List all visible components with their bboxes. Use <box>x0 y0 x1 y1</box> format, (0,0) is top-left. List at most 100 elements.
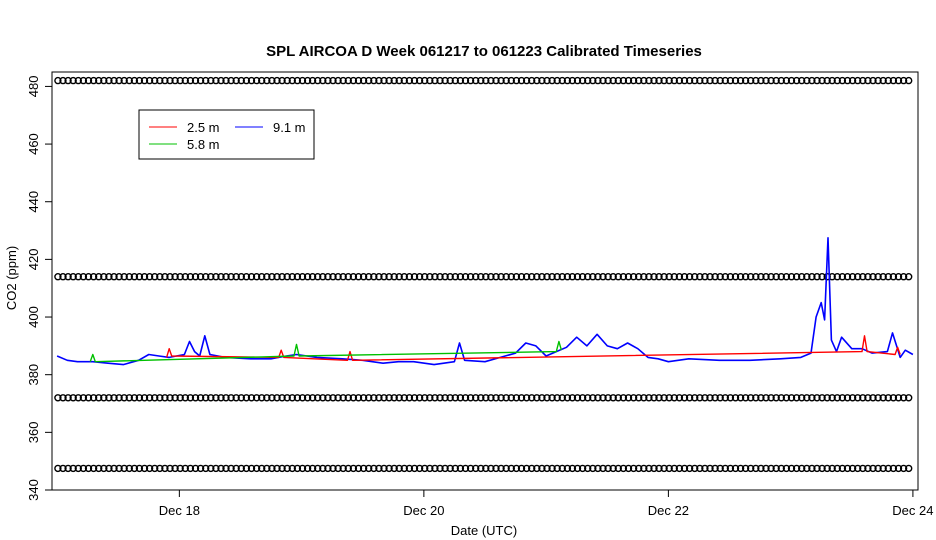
calibration-point <box>675 273 684 281</box>
calibration-point <box>731 273 740 281</box>
calibration-point <box>528 273 536 281</box>
calibration-point <box>706 394 714 402</box>
calibration-point <box>120 76 128 85</box>
calibration-point <box>222 464 230 473</box>
calibration-point <box>573 394 582 402</box>
calibration-point <box>869 464 877 473</box>
calibration-point <box>100 464 108 473</box>
calibration-point <box>145 76 154 85</box>
calibration-point <box>370 394 378 402</box>
calibration-point <box>905 76 913 85</box>
calibration-point <box>614 76 622 85</box>
calibration-point <box>487 273 495 281</box>
calibration-point <box>79 394 88 402</box>
calibration-point <box>589 76 597 85</box>
calibration-point <box>288 76 296 85</box>
calibration-point <box>624 464 633 473</box>
calibration-point <box>762 464 770 473</box>
calibration-point <box>156 76 164 85</box>
calibration-point <box>329 76 337 85</box>
calibration-point <box>691 273 699 281</box>
calibration-point <box>110 394 118 402</box>
calibration-point <box>843 273 852 281</box>
calibration-point <box>268 464 276 473</box>
calibration-point <box>762 394 770 402</box>
calibration-point <box>74 273 83 281</box>
calibration-point <box>359 394 368 402</box>
calibration-point <box>186 464 195 473</box>
calibration-point <box>558 394 566 402</box>
calibration-point <box>716 464 724 473</box>
calibration-point <box>130 76 139 85</box>
calibration-point <box>380 76 388 85</box>
calibration-point <box>135 394 144 402</box>
calibration-point <box>808 273 816 281</box>
calibration-point <box>64 76 72 85</box>
calibration-point <box>150 76 159 85</box>
calibration-point <box>665 76 673 85</box>
calibration-point <box>614 394 622 402</box>
calibration-point <box>492 464 500 473</box>
calibration-point <box>578 273 587 281</box>
calibration-point <box>283 394 291 402</box>
calibration-point <box>848 76 857 85</box>
calibration-point <box>792 394 801 402</box>
calibration-point <box>502 394 510 402</box>
calibration-point <box>436 464 444 473</box>
calibration-point <box>161 394 169 402</box>
calibration-point <box>64 394 72 402</box>
calibration-point <box>798 464 806 473</box>
calibration-point <box>543 273 551 281</box>
legend-label-5-8m: 5.8 m <box>187 137 220 152</box>
calibration-point <box>772 464 780 473</box>
calibration-point <box>451 76 459 85</box>
calibration-point <box>472 394 480 402</box>
calibration-point <box>548 464 556 473</box>
calibration-point <box>563 394 572 402</box>
calibration-point <box>864 273 872 281</box>
calibration-point <box>640 76 648 85</box>
calibration-point <box>833 273 841 281</box>
calibration-point <box>130 464 139 473</box>
calibration-point <box>884 273 892 281</box>
calibration-point <box>181 394 190 402</box>
calibration-point <box>186 273 195 281</box>
calibration-point <box>207 273 215 281</box>
calibration-point <box>507 464 515 473</box>
calibration-point <box>803 76 811 85</box>
calibration-point <box>609 464 617 473</box>
calibration-point <box>359 464 368 473</box>
calibration-point <box>726 76 735 85</box>
calibration-point <box>212 273 220 281</box>
calibration-point <box>650 464 658 473</box>
calibration-point <box>482 464 490 473</box>
calibration-point <box>650 76 658 85</box>
calibration-point <box>680 464 689 473</box>
calibration-point <box>166 464 174 473</box>
calibration-point <box>899 394 908 402</box>
calibration-point <box>792 273 801 281</box>
calibration-point <box>201 273 210 281</box>
calibration-point <box>100 273 108 281</box>
calibration-point <box>787 76 796 85</box>
calibration-point <box>558 76 566 85</box>
calibration-point <box>589 394 597 402</box>
calibration-point <box>772 76 780 85</box>
calibration-point <box>894 273 903 281</box>
calibration-point <box>502 273 510 281</box>
calibration-point <box>823 394 831 402</box>
calibration-point <box>619 394 628 402</box>
calibration-point <box>624 394 633 402</box>
calibration-point <box>808 464 816 473</box>
calibration-point <box>507 394 515 402</box>
calibration-point <box>874 273 882 281</box>
calibration-point <box>400 273 408 281</box>
plot-frame <box>51 71 919 491</box>
calibration-point <box>135 76 144 85</box>
x-tick-label: Dec 20 <box>403 503 444 518</box>
calibration-point <box>400 394 408 402</box>
calibration-point <box>395 394 403 402</box>
calibration-point <box>767 394 775 402</box>
calibration-point <box>823 464 831 473</box>
calibration-point <box>344 394 352 402</box>
